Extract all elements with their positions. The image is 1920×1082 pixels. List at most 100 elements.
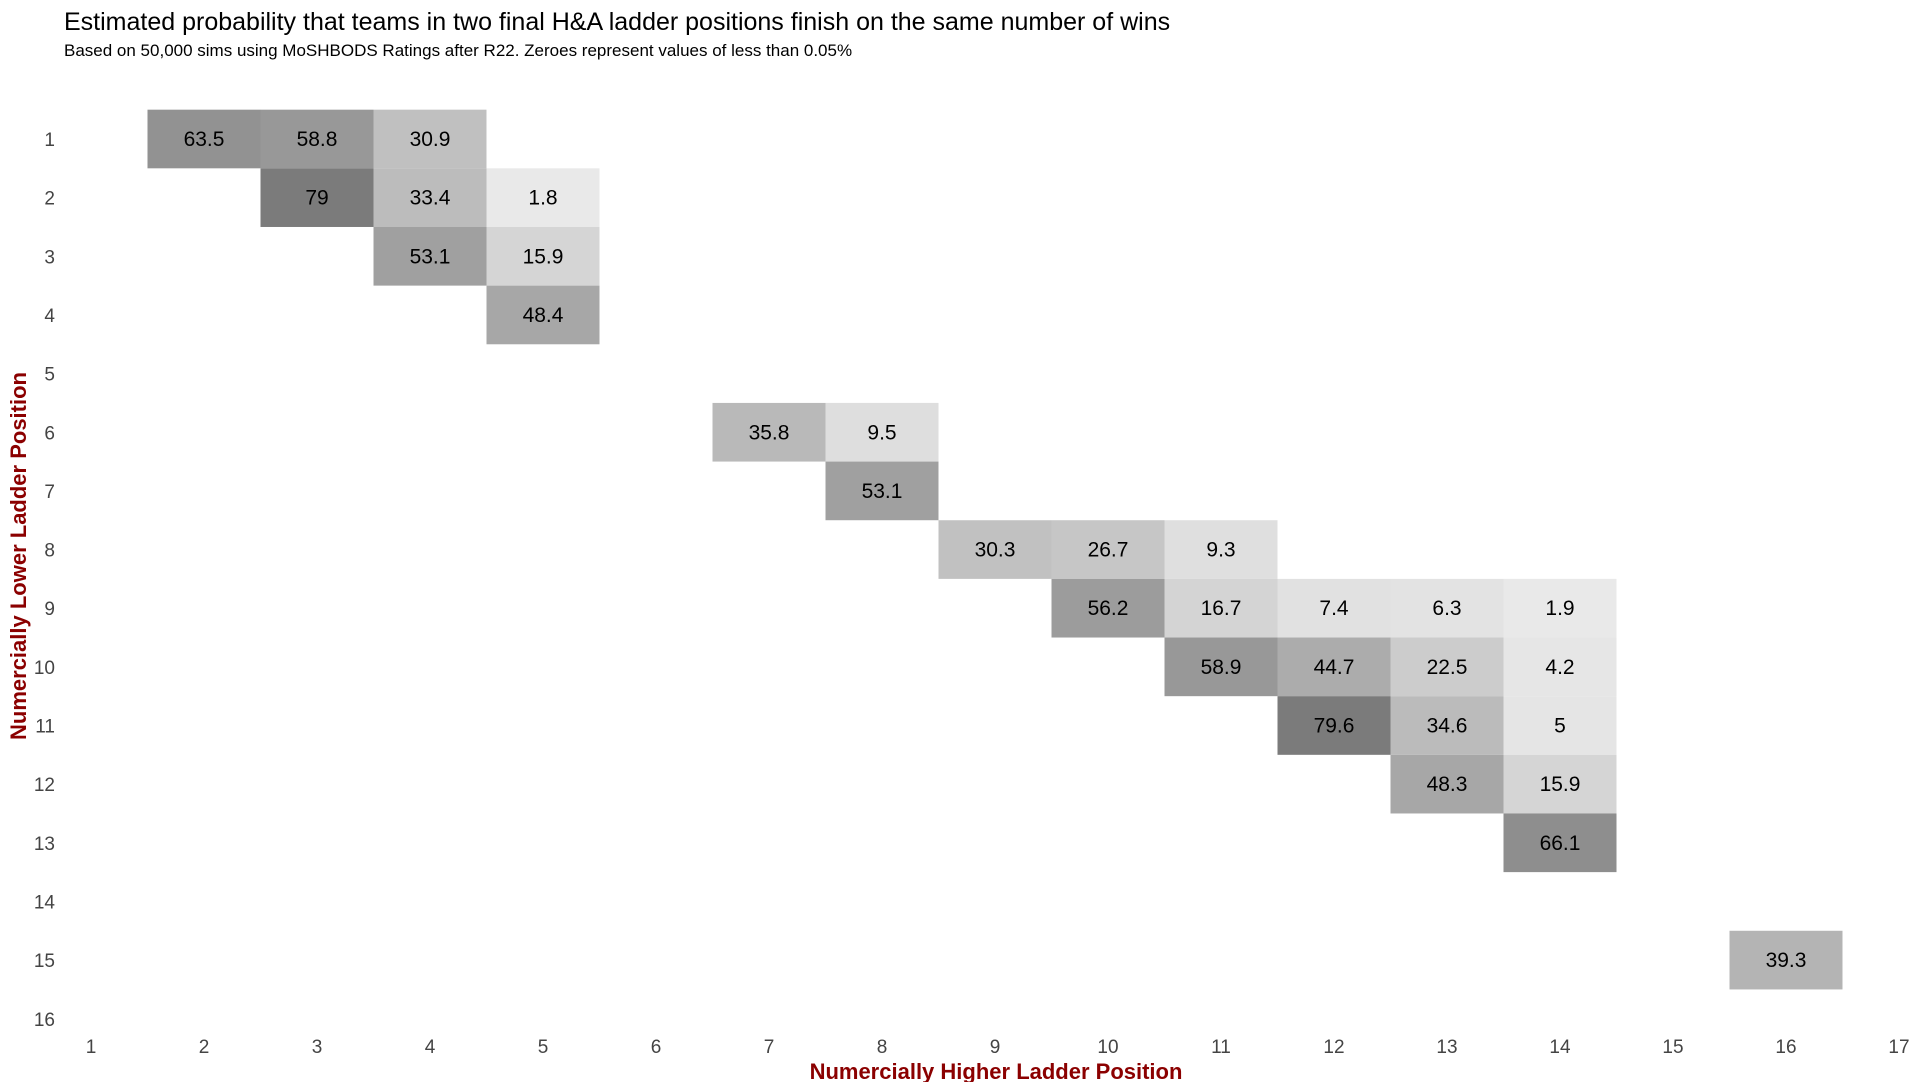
cell-value-label: 66.1 — [1540, 832, 1581, 855]
heatmap-cells: 63.5 58.8 30.9 79 33.4 1.8 53.1 15.9 48.4 35.8 9.5… — [147, 109, 1843, 990]
heatmap-cell — [486, 168, 600, 227]
y-tick-label: 15 — [34, 951, 55, 972]
heatmap-cell — [1051, 520, 1165, 579]
heatmap-cell — [1390, 578, 1504, 638]
y-tick-label: 5 — [44, 365, 55, 386]
y-tick-label: 14 — [34, 892, 56, 913]
cell-value-label: 6.3 — [1432, 597, 1461, 620]
cell-value-label: 22.5 — [1427, 656, 1468, 679]
x-tick-label: 9 — [990, 1037, 1001, 1058]
cell-value-label: 30.9 — [410, 128, 451, 151]
cell-value-label: 53.1 — [862, 480, 903, 503]
cell-value-label: 16.7 — [1201, 597, 1242, 620]
cell-value-label: 48.3 — [1427, 773, 1468, 796]
heatmap-cell — [1390, 754, 1504, 814]
heatmap-cell — [1390, 637, 1504, 697]
heatmap-cell — [712, 402, 826, 462]
heatmap-cell — [1277, 696, 1391, 755]
x-tick-label: 5 — [538, 1037, 549, 1058]
cell-value-label: 35.8 — [749, 421, 790, 444]
y-tick-label: 11 — [35, 717, 55, 738]
heatmap-cell — [147, 109, 261, 169]
heatmap-cell — [373, 109, 487, 169]
heatmap-cell — [1390, 696, 1504, 755]
heatmap-cell — [1164, 520, 1278, 579]
heatmap-cell — [486, 226, 600, 286]
heatmap-cell — [486, 285, 600, 345]
cell-value-label: 44.7 — [1314, 656, 1355, 679]
heatmap-cell — [1164, 637, 1278, 697]
x-tick-label: 10 — [1097, 1037, 1118, 1058]
cell-value-label: 63.5 — [184, 128, 225, 151]
y-tick-label: 9 — [44, 599, 55, 620]
heatmap-cell — [1503, 754, 1617, 814]
cell-value-label: 58.8 — [297, 128, 338, 151]
cell-value-label: 33.4 — [410, 187, 451, 210]
y-axis-label: Numercially Lower Ladder Position — [6, 372, 31, 740]
heatmap-cell — [373, 226, 487, 286]
heatmap-cell — [1729, 930, 1843, 990]
heatmap-cell — [1277, 637, 1391, 697]
cell-value-label: 9.5 — [867, 421, 896, 444]
heatmap-cell — [373, 168, 487, 227]
y-tick-label: 4 — [44, 306, 55, 327]
heatmap-cell — [825, 461, 939, 521]
chart-subtitle: Based on 50,000 sims using MoSHBODS Rati… — [64, 41, 852, 60]
cell-value-label: 56.2 — [1088, 597, 1129, 620]
heatmap-cell — [260, 109, 374, 169]
heatmap-cell — [938, 520, 1052, 579]
x-axis-label: Numercially Higher Ladder Position — [810, 1059, 1183, 1082]
cell-value-label: 7.4 — [1319, 597, 1349, 620]
y-tick-label: 3 — [44, 247, 55, 268]
heatmap-cell — [1503, 637, 1617, 697]
x-tick-label: 14 — [1549, 1037, 1571, 1058]
cell-value-label: 48.4 — [523, 304, 564, 327]
x-tick-label: 16 — [1775, 1037, 1796, 1058]
x-tick-label: 7 — [764, 1037, 775, 1058]
heatmap-cell — [1503, 813, 1617, 873]
cell-value-label: 15.9 — [1540, 773, 1581, 796]
cell-value-label: 30.3 — [975, 539, 1016, 562]
x-tick-label: 6 — [651, 1037, 662, 1058]
cell-value-label: 39.3 — [1766, 949, 1807, 972]
cell-value-label: 58.9 — [1201, 656, 1242, 679]
heatmap-cell — [1503, 578, 1617, 638]
cell-value-label: 5 — [1554, 715, 1566, 738]
cell-value-label: 26.7 — [1088, 539, 1129, 562]
x-tick-label: 17 — [1888, 1037, 1909, 1058]
x-tick-label: 11 — [1211, 1037, 1231, 1058]
x-tick-label: 1 — [86, 1037, 97, 1058]
cell-value-label: 79 — [305, 187, 328, 210]
cell-value-label: 1.8 — [528, 187, 557, 210]
x-tick-label: 15 — [1662, 1037, 1683, 1058]
cell-value-label: 4.2 — [1545, 656, 1574, 679]
heatmap-cell — [1277, 578, 1391, 638]
heatmap-cell — [1503, 696, 1617, 755]
heatmap-cell — [1051, 578, 1165, 638]
x-tick-label: 4 — [425, 1037, 436, 1058]
y-tick-label: 7 — [44, 482, 55, 503]
y-tick-label: 13 — [34, 834, 55, 855]
cell-value-label: 79.6 — [1314, 715, 1355, 738]
y-tick-label: 2 — [44, 189, 55, 210]
chart-title: Estimated probability that teams in two … — [64, 8, 1170, 36]
y-tick-label: 10 — [34, 658, 55, 679]
x-axis-ticks: 1 2 3 4 5 6 7 8 9 10 11 12 13 14 15 16 17 — [86, 1037, 1910, 1058]
heatmap-cell — [825, 402, 939, 462]
y-tick-label: 1 — [44, 130, 55, 151]
y-tick-label: 8 — [44, 541, 55, 562]
x-tick-label: 3 — [312, 1037, 323, 1058]
heatmap-cell — [260, 168, 374, 227]
cell-value-label: 15.9 — [523, 245, 564, 268]
y-tick-label: 12 — [34, 775, 55, 796]
y-tick-label: 6 — [44, 423, 55, 444]
cell-value-label: 34.6 — [1427, 715, 1468, 738]
cell-value-label: 9.3 — [1206, 539, 1235, 562]
x-tick-label: 2 — [199, 1037, 210, 1058]
x-tick-label: 8 — [877, 1037, 888, 1058]
cell-value-label: 53.1 — [410, 245, 451, 268]
x-tick-label: 12 — [1323, 1037, 1344, 1058]
y-tick-label: 16 — [34, 1010, 55, 1031]
heatmap-cell — [1164, 578, 1278, 638]
